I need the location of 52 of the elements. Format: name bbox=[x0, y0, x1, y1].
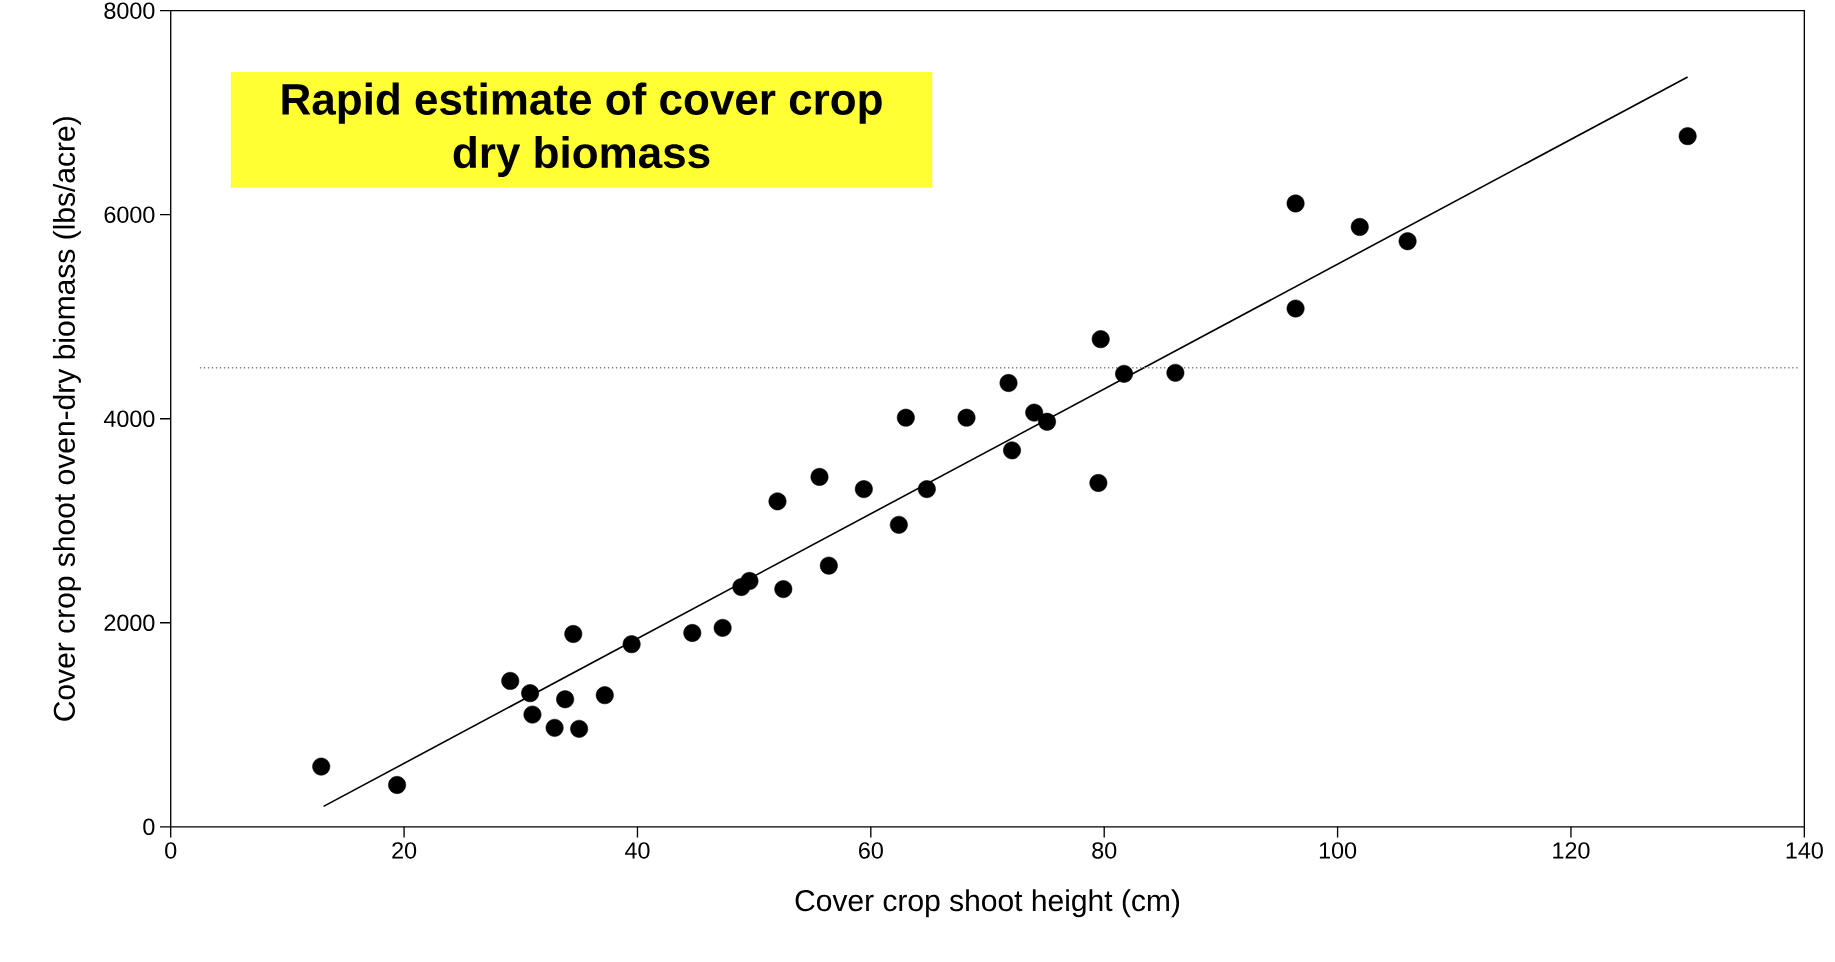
point bbox=[1350, 217, 1369, 236]
point bbox=[312, 757, 331, 776]
point bbox=[1398, 232, 1417, 251]
point bbox=[854, 480, 873, 498]
point bbox=[768, 492, 787, 511]
x-tick-label: 120 bbox=[1553, 842, 1590, 859]
point bbox=[1038, 412, 1056, 431]
x-tick-label: 40 bbox=[625, 842, 650, 859]
y-tick-label: 2000 bbox=[104, 614, 155, 631]
point bbox=[545, 718, 564, 737]
point bbox=[388, 775, 407, 794]
point bbox=[501, 671, 520, 690]
point bbox=[713, 618, 732, 637]
chart-title: Rapid estimate of cover crop dry biomass bbox=[282, 82, 882, 177]
x-tick-label: 0 bbox=[165, 842, 177, 859]
x-tick-label: 20 bbox=[392, 842, 417, 859]
point bbox=[889, 515, 908, 534]
point bbox=[523, 705, 542, 724]
point bbox=[819, 556, 838, 575]
y-tick-label: 6000 bbox=[104, 206, 155, 223]
point bbox=[999, 374, 1018, 392]
y-tick-label: 4000 bbox=[103, 410, 155, 427]
x-tick-label: 80 bbox=[1092, 842, 1117, 859]
point bbox=[774, 580, 793, 598]
x-tick-label: 60 bbox=[859, 842, 883, 859]
point bbox=[683, 623, 702, 642]
x-axis-title: Cover crop shoot height (cm) bbox=[795, 889, 1180, 918]
y-axis-title: Cover crop shoot oven-dry biomass (lbs/acre) bbox=[52, 117, 81, 721]
point bbox=[556, 690, 575, 709]
point bbox=[622, 635, 641, 654]
point bbox=[1091, 330, 1110, 349]
point bbox=[896, 408, 915, 427]
point bbox=[564, 624, 583, 643]
point bbox=[1089, 473, 1108, 492]
point bbox=[1003, 441, 1021, 460]
y-tick-label: 8000 bbox=[104, 2, 155, 19]
point bbox=[1115, 364, 1133, 383]
y-tick-label: 0 bbox=[143, 818, 155, 835]
point bbox=[1025, 403, 1044, 422]
point bbox=[1286, 299, 1305, 318]
point bbox=[810, 467, 829, 486]
point bbox=[740, 571, 759, 590]
x-tick-label: 140 bbox=[1786, 842, 1823, 859]
x-tick-label: 100 bbox=[1319, 842, 1357, 859]
point bbox=[957, 408, 976, 427]
point bbox=[1678, 127, 1697, 145]
point bbox=[917, 480, 936, 498]
point bbox=[521, 684, 540, 703]
point bbox=[570, 719, 589, 738]
point bbox=[1286, 194, 1305, 213]
point bbox=[595, 686, 614, 705]
point bbox=[1166, 363, 1185, 382]
